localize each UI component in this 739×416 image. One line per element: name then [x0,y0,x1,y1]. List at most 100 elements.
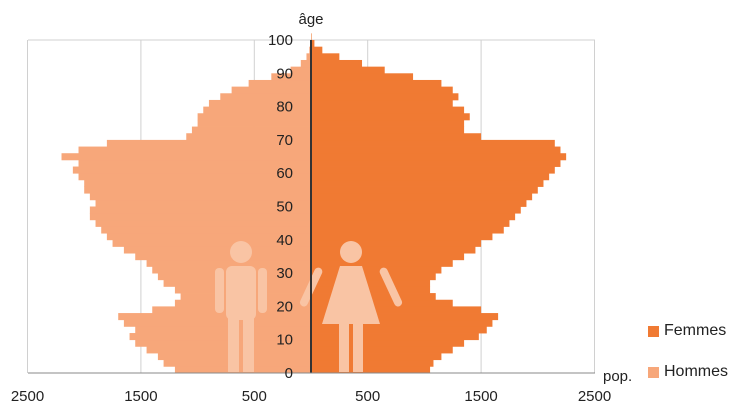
bar-femmes [311,113,470,121]
bar-femmes [311,133,482,141]
bar-femmes [311,266,442,274]
pop-tick-label: 2500 [11,388,44,405]
bar-hommes [89,206,312,214]
age-tick-label: 50 [276,199,293,216]
bar-hommes [118,313,311,321]
bar-hommes [191,126,311,134]
bar-hommes [106,139,311,147]
bar-femmes [311,40,315,48]
bar-femmes [311,106,465,114]
age-tick-label: 60 [276,165,293,182]
bar-hommes [197,119,311,127]
age-tick-label: 40 [276,232,293,249]
bar-femmes [311,53,340,61]
bar-hommes [290,66,311,74]
pop-tick-label: 1500 [124,388,157,405]
bar-femmes [311,293,436,301]
bar-hommes [72,166,311,174]
bar-femmes [311,273,436,281]
legend-swatch-hommes [648,366,659,378]
bar-hommes [135,253,311,261]
legend-label-hommes: Hommes [664,363,729,380]
legend-label-femmes: Femmes [664,322,727,339]
bar-hommes [220,93,311,101]
bar-hommes [95,219,311,227]
bar-femmes [311,86,453,94]
bar-hommes [146,259,311,267]
bar-hommes [129,333,311,341]
bar-femmes [311,119,465,127]
bar-hommes [89,193,312,201]
bar-femmes [311,326,487,334]
bar-femmes [311,279,431,287]
bar-femmes [311,259,453,267]
bar-hommes [174,366,311,374]
bar-femmes [311,319,493,327]
bar-hommes [123,319,311,327]
bar-hommes [135,339,311,347]
bar-femmes [311,339,465,347]
bar-femmes [311,306,482,314]
bar-femmes [311,166,555,174]
bar-femmes [311,146,561,154]
bar-hommes [231,86,311,94]
bar-hommes [89,213,312,221]
pop-tick-label: 2500 [578,388,611,405]
bar-hommes [84,179,311,187]
bar-femmes [311,66,385,74]
bar-femmes [311,59,363,68]
age-tick-label: 0 [285,365,293,382]
age-tick-label: 100 [268,32,293,49]
bar-hommes [248,79,311,88]
bar-femmes [311,233,493,241]
legend-item-femmes: Femmes [648,322,726,340]
bar-femmes [311,199,527,207]
pop-tick-label: 1500 [464,388,497,405]
bar-femmes [311,93,459,101]
bar-hommes [135,326,311,334]
bar-hommes [271,73,311,81]
bar-femmes [311,359,434,367]
bar-hommes [95,199,311,207]
bar-hommes [306,53,311,61]
bar-femmes [311,253,465,261]
age-tick-labels: 0 10 20 30 40 50 60 70 80 90 100 [268,32,293,382]
legend-swatch-femmes [648,325,659,337]
bar-femmes [311,46,323,54]
bar-hommes [61,153,311,161]
age-tick-label: 90 [276,65,293,82]
bar-femmes [311,299,453,307]
bar-femmes [311,206,521,214]
x-axis-label: pop. [603,368,632,385]
man-icon [215,241,267,372]
bar-hommes [186,133,311,141]
age-tick-label: 20 [276,298,293,315]
bar-femmes [311,73,414,81]
bar-femmes [311,333,479,341]
pop-tick-label: 500 [242,388,267,405]
age-tick-label: 30 [276,265,293,282]
bar-femmes [311,79,442,88]
bar-hommes [300,59,311,68]
bar-femmes [311,126,465,134]
bar-femmes [311,366,431,374]
bar-hommes [84,186,311,194]
bar-femmes [311,179,544,187]
bar-femmes [311,239,482,247]
bar-femmes [311,313,499,321]
bar-femmes [311,33,312,41]
bars [61,33,567,374]
bar-hommes [78,159,311,167]
bar-femmes [311,226,504,234]
bar-femmes [311,186,538,194]
bar-hommes [112,239,311,247]
bar-femmes [311,173,550,181]
bar-hommes [106,233,311,241]
pop-tick-labels: 2500 1500 500 500 1500 2500 [11,388,611,405]
bar-femmes [311,346,453,354]
legend-item-hommes: Hommes [648,363,728,381]
gender-icons [215,241,403,372]
bar-femmes [311,353,442,361]
bar-hommes [208,99,311,107]
